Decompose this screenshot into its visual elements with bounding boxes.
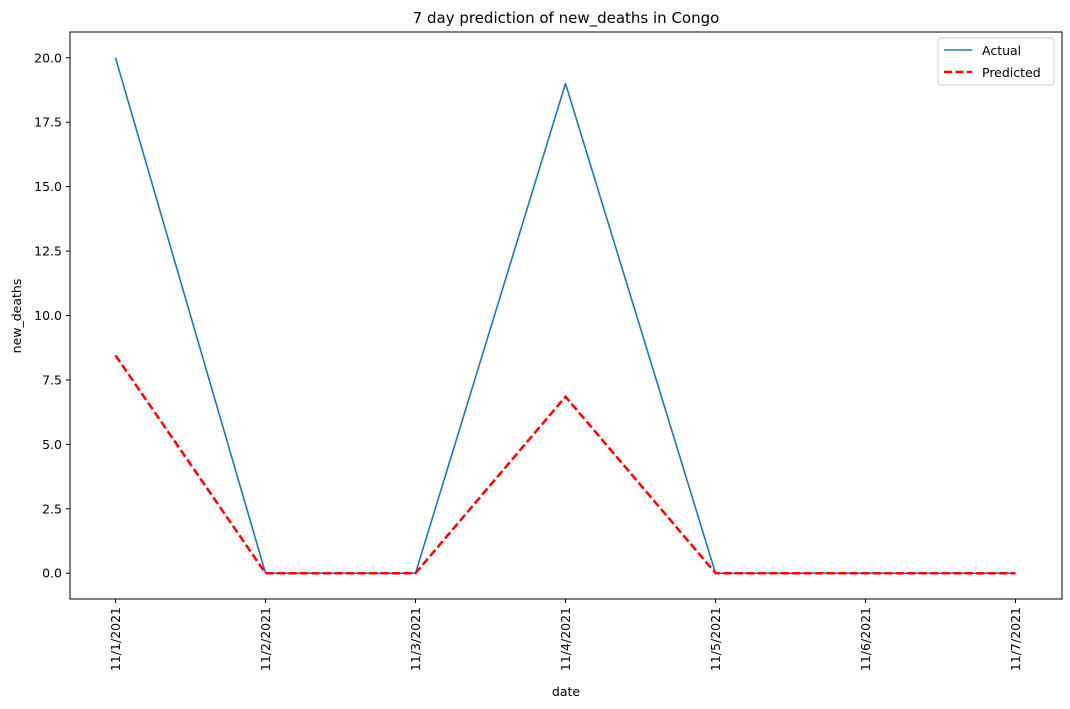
x-tick-label: 11/5/2021 [708, 607, 723, 671]
x-tick-label: 11/4/2021 [558, 607, 573, 671]
series-line-predicted [114, 354, 1016, 575]
legend-label-predicted: Predicted [982, 65, 1041, 80]
chart-title: 7 day prediction of new_deaths in Congo [413, 9, 720, 28]
x-tick-label: 11/3/2021 [408, 607, 423, 671]
legend-label-actual: Actual [982, 43, 1021, 58]
x-tick-label: 11/7/2021 [1008, 607, 1023, 671]
y-tick-label: 7.5 [42, 372, 62, 387]
y-tick-label: 12.5 [34, 244, 62, 259]
series-layer [114, 57, 1016, 575]
x-tick-label: 11/1/2021 [108, 607, 123, 671]
y-tick-label: 15.0 [34, 179, 62, 194]
y-tick-label: 10.0 [34, 308, 62, 323]
y-tick-label: 20.0 [34, 50, 62, 65]
y-axis-label: new_deaths [9, 279, 24, 354]
y-tick-label: 17.5 [34, 115, 62, 130]
x-tick-label: 11/6/2021 [858, 607, 873, 671]
x-axis-label: date [552, 684, 580, 699]
x-tick-label: 11/2/2021 [258, 607, 273, 671]
x-axis: 11/1/2021 11/2/2021 11/3/2021 11/4/2021 11/5… [108, 599, 1023, 671]
y-tick-label: 5.0 [42, 437, 62, 452]
y-tick-label: 0.0 [42, 566, 62, 581]
plot-area [69, 31, 1063, 600]
y-tick-label: 2.5 [42, 501, 62, 516]
y-axis: 0.0 2.5 5.0 7.5 10.0 12.5 15.0 17.5 20.0 [34, 50, 70, 581]
legend: Actual Predicted [937, 37, 1055, 86]
